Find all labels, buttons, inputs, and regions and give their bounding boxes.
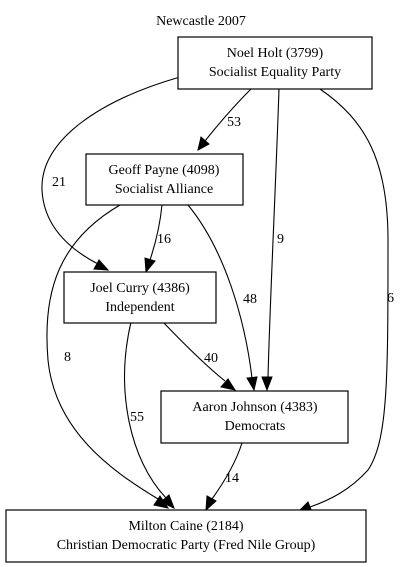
edge-curry-johnson: 40	[162, 321, 237, 391]
edge-label-holt-payne: 53	[227, 115, 241, 130]
edge-label-holt-curry: 21	[52, 175, 66, 190]
edge-payne-caine: 8	[46, 204, 170, 509]
edge-payne-johnson: 48	[187, 204, 258, 392]
edge-holt-payne: 53	[197, 88, 252, 151]
node-milton-caine-party: Christian Democratic Party (Fred Nile Gr…	[57, 538, 316, 553]
edge-curry-caine: 55	[124, 321, 175, 509]
node-aaron-johnson: Aaron Johnson (4383) Democrats	[160, 390, 349, 444]
edge-label-holt-johnson: 9	[277, 232, 284, 247]
node-noel-holt-party: Socialist Equality Party	[209, 65, 341, 80]
edge-label-payne-caine: 8	[64, 350, 71, 365]
edge-holt-curry: 21	[41, 76, 181, 271]
node-joel-curry-name: Joel Curry (4386)	[90, 281, 190, 296]
edge-label-payne-curry: 16	[157, 232, 171, 247]
node-geoff-payne: Geoff Payne (4098) Socialist Alliance	[85, 153, 244, 206]
edge-label-curry-johnson: 40	[204, 351, 218, 366]
node-joel-curry-party: Independent	[105, 300, 174, 315]
edge-holt-caine: 6	[296, 88, 394, 513]
node-milton-caine-name: Milton Caine (2184)	[128, 519, 243, 534]
node-noel-holt: Noel Holt (3799) Socialist Equality Part…	[177, 36, 373, 90]
node-joel-curry: Joel Curry (4386) Independent	[63, 271, 217, 324]
node-noel-holt-name: Noel Holt (3799)	[227, 46, 324, 61]
edge-johnson-caine: 14	[205, 442, 243, 512]
edge-label-holt-caine: 6	[387, 291, 394, 306]
node-milton-caine: Milton Caine (2184) Christian Democratic…	[5, 509, 367, 563]
node-aaron-johnson-name: Aaron Johnson (4383)	[192, 400, 318, 415]
edge-label-curry-caine: 55	[130, 410, 144, 425]
node-geoff-payne-party: Socialist Alliance	[115, 182, 213, 197]
edge-label-payne-johnson: 48	[243, 292, 257, 307]
diagram-title: Newcastle 2007	[156, 14, 246, 29]
edge-payne-curry: 16	[144, 204, 171, 274]
node-aaron-johnson-party: Democrats	[225, 419, 286, 434]
edge-label-johnson-caine: 14	[225, 471, 239, 486]
node-geoff-payne-name: Geoff Payne (4098)	[109, 163, 220, 178]
edge-holt-johnson: 9	[261, 88, 284, 392]
